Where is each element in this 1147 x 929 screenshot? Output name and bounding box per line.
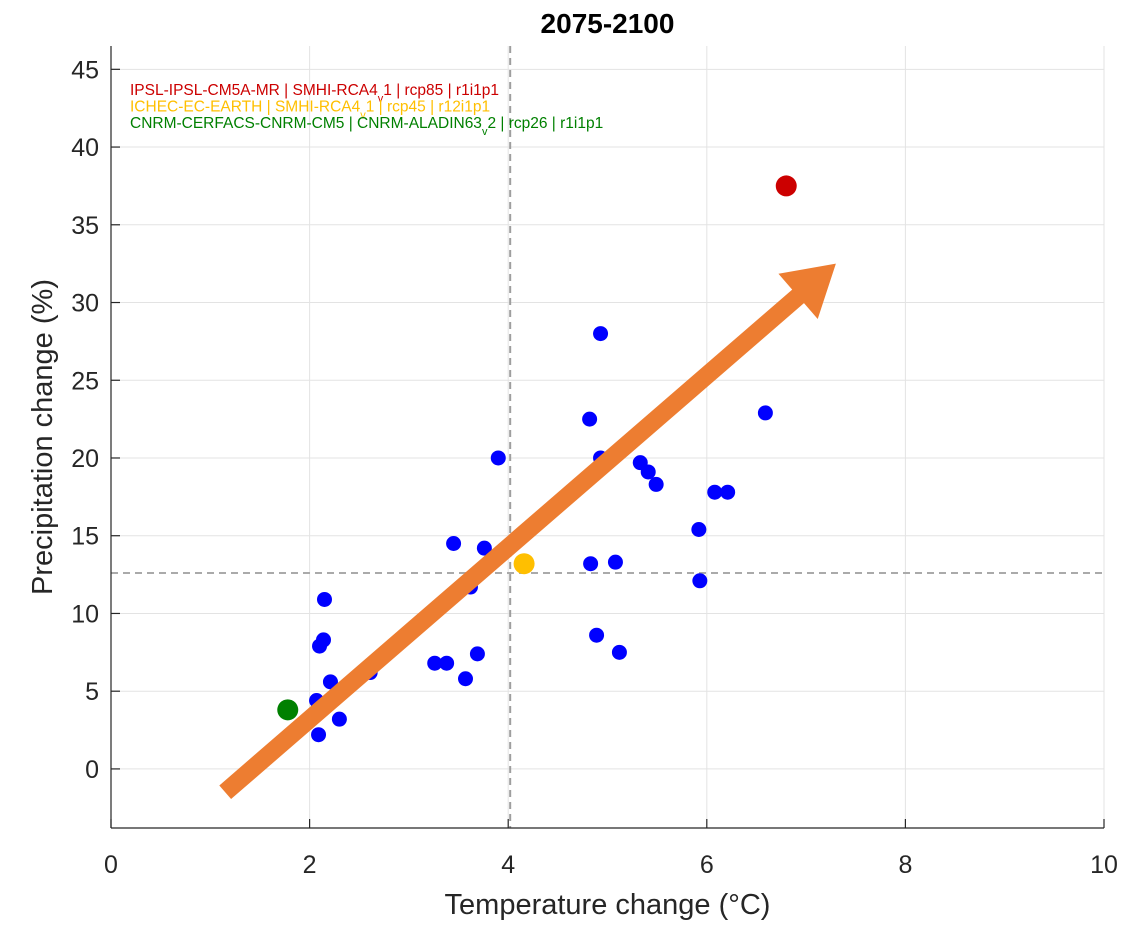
data-point xyxy=(775,175,797,197)
y-tick-label: 15 xyxy=(71,523,99,551)
data-point xyxy=(589,627,605,643)
grid xyxy=(110,46,1105,828)
chart-title: 2075-2100 xyxy=(541,8,675,39)
y-tick-label: 30 xyxy=(71,290,99,318)
data-point xyxy=(648,476,664,492)
data-point xyxy=(513,553,535,575)
y-tick-label: 0 xyxy=(85,756,99,784)
x-tick-label: 6 xyxy=(700,851,714,879)
reference-lines xyxy=(111,46,1104,828)
data-point xyxy=(277,699,299,721)
data-point xyxy=(691,522,707,538)
data-point xyxy=(322,674,338,690)
model-annotation: ICHEC-EC-EARTH | SMHI-RCA4v1 | rcp45 | r… xyxy=(130,99,490,122)
x-tick-label: 8 xyxy=(898,851,912,879)
x-tick-label: 10 xyxy=(1090,851,1118,879)
y-tick-label: 25 xyxy=(71,367,99,395)
model-annotations: IPSL-IPSL-CM5A-MR | SMHI-RCA4v1 | rcp85 … xyxy=(130,82,603,138)
trend-arrow-shape xyxy=(219,263,836,800)
axes xyxy=(110,46,1105,829)
data-points xyxy=(277,175,797,743)
data-point xyxy=(476,540,492,556)
data-point xyxy=(458,671,474,687)
data-point xyxy=(427,655,443,671)
data-point xyxy=(311,727,327,743)
data-point xyxy=(316,632,332,648)
model-annotation: IPSL-IPSL-CM5A-MR | SMHI-RCA4v1 | rcp85 … xyxy=(130,82,499,105)
y-tick-label: 10 xyxy=(71,600,99,628)
data-point xyxy=(490,450,506,466)
data-point xyxy=(611,644,627,660)
data-point xyxy=(593,326,609,342)
model-annotation: CNRM-CERFACS-CNRM-CM5 | CNRM-ALADIN63v2 … xyxy=(130,115,603,138)
data-point xyxy=(720,484,736,500)
data-point xyxy=(607,554,623,570)
y-tick-label: 45 xyxy=(71,56,99,84)
data-point xyxy=(583,556,599,572)
data-point xyxy=(446,535,462,551)
data-point xyxy=(640,464,656,480)
y-tick-label: 40 xyxy=(71,134,99,162)
data-point xyxy=(707,484,723,500)
data-point xyxy=(316,591,332,607)
data-point xyxy=(331,711,347,727)
data-point xyxy=(757,405,773,421)
y-tick-label: 35 xyxy=(71,212,99,240)
y-axis-label: Precipitation change (%) xyxy=(27,279,59,595)
data-point xyxy=(582,411,598,427)
data-point xyxy=(692,573,708,589)
y-tick-label: 20 xyxy=(71,445,99,473)
tick-labels: 0 2 4 6 8 10 0 5 10 15 20 25 30 35 40 45 xyxy=(71,56,1118,879)
x-tick-label: 2 xyxy=(303,851,317,879)
x-tick-label: 0 xyxy=(104,851,118,879)
x-axis-label: Temperature change (°C) xyxy=(445,889,771,921)
data-point xyxy=(469,646,485,662)
trend-arrow xyxy=(219,263,836,800)
data-point xyxy=(439,655,455,671)
x-tick-label: 4 xyxy=(501,851,515,879)
y-tick-label: 5 xyxy=(85,678,99,706)
